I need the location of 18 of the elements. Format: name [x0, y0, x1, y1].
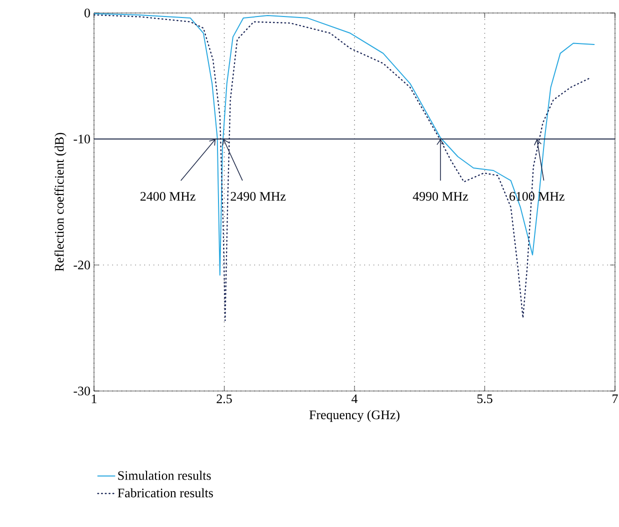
x-tick-label: 2.5: [216, 394, 232, 404]
x-tick-label: 7: [612, 394, 618, 403]
x-tick-label: 5.5: [477, 394, 492, 404]
annotation: 2400 MHz: [140, 192, 196, 201]
y-axis-title: Reflection coefficient (dB): [54, 132, 66, 272]
y-tick-label: -10: [74, 134, 90, 144]
y-tick-label: -20: [74, 260, 90, 270]
line-series: [94, 14, 590, 322]
legend-label: Simulation results: [118, 470, 211, 480]
x-tick-label: 1: [92, 394, 96, 404]
line-series: [94, 13, 595, 276]
legend-label: Fabrication results: [118, 488, 213, 498]
annotation: 2490 MHz: [230, 192, 286, 201]
y-tick-label: 0: [84, 8, 90, 18]
annotation: 4990 MHz: [412, 192, 468, 201]
x-axis-title: Frequency (GHz): [309, 410, 400, 422]
y-tick-label: -30: [74, 386, 90, 396]
x-tick-label: 4: [352, 394, 358, 404]
